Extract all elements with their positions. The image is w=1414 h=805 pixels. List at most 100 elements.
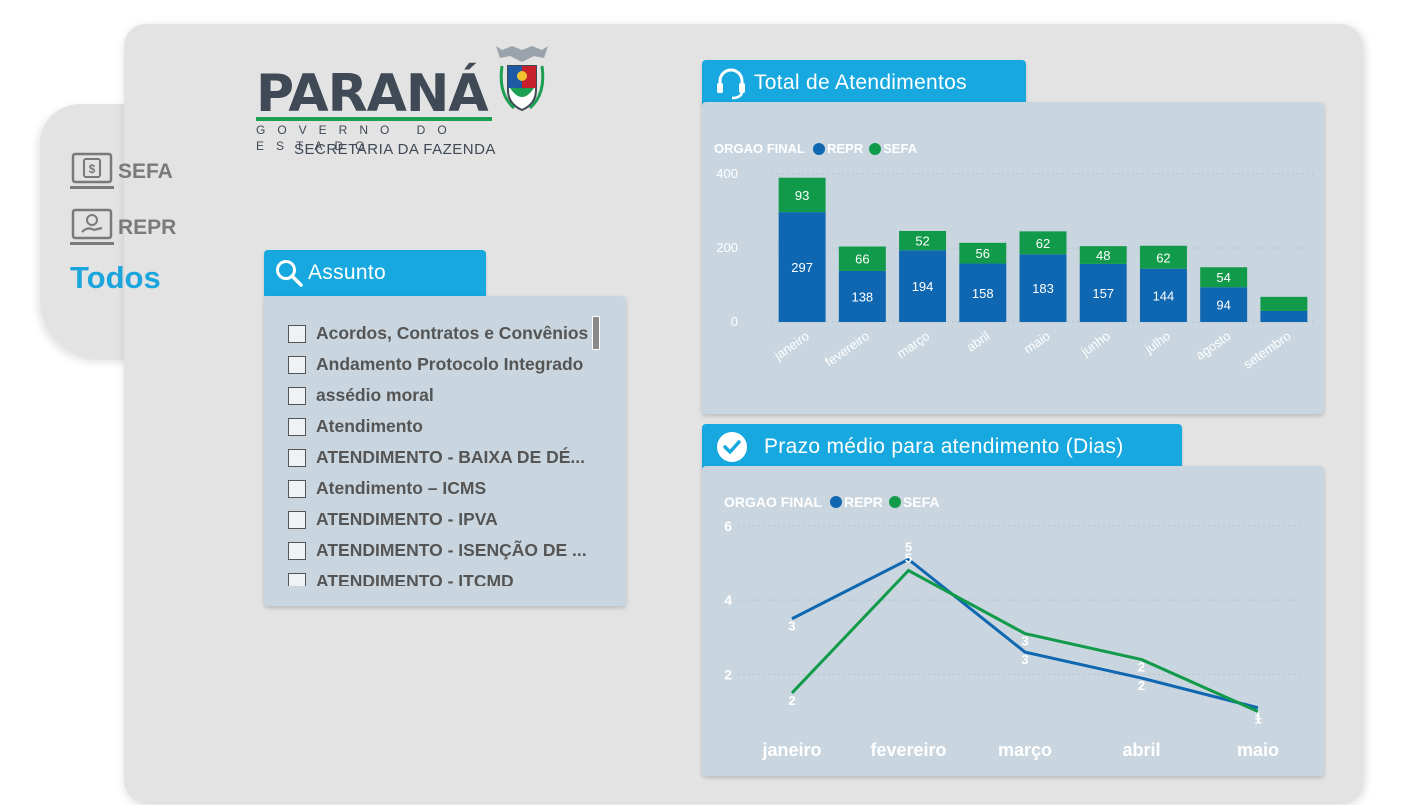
bar-sefa [1260, 296, 1308, 311]
checkbox[interactable] [288, 448, 306, 467]
bar-sefa [1079, 246, 1127, 264]
x-tick-label: fevereiro [870, 740, 946, 760]
slicer-item[interactable]: assédio moral [288, 380, 602, 411]
x-tick-label: abril [964, 328, 993, 354]
point-label-repr: 2 [1138, 678, 1145, 693]
search-icon [276, 260, 303, 287]
prazo-title: Prazo médio para atendimento (Dias) [764, 435, 1124, 458]
bar-repr-label: 158 [972, 286, 994, 301]
point-label-repr: 5 [905, 539, 912, 554]
atendimentos-title: Total de Atendimentos [754, 71, 967, 94]
checkbox[interactable] [288, 479, 306, 498]
nav-repr-button[interactable]: REPR [70, 208, 176, 248]
slicer-item[interactable]: Andamento Protocolo Integrado [288, 349, 602, 380]
checkbox[interactable] [288, 355, 306, 374]
bar-sefa-label: 93 [795, 188, 809, 203]
point-label-sefa: 3 [1021, 634, 1028, 649]
slicer-item-label: Atendimento – ICMS [316, 478, 487, 498]
bar-sefa-label: 56 [976, 246, 990, 261]
bar-sefa-label: 48 [1096, 248, 1110, 263]
slicer-item-label: ATENDIMENTO - IPVA [316, 509, 498, 529]
legend-sefa-dot [869, 142, 882, 155]
atendimentos-header: Total de Atendimentos [702, 60, 1026, 106]
slicer-item-label: Andamento Protocolo Integrado [316, 354, 584, 374]
legend-repr-label: REPR [827, 141, 864, 156]
y-tick-label: 0 [731, 314, 738, 329]
y-tick-label: 200 [716, 240, 738, 255]
bar-sefa-label: 52 [915, 234, 929, 249]
slicer-scrollbar[interactable] [592, 316, 600, 350]
x-tick-label: agosto [1193, 328, 1234, 363]
point-label-repr: 1 [1254, 708, 1261, 723]
slicer-item[interactable]: ATENDIMENTO - BAIXA DE DÉ... [288, 442, 602, 473]
slicer-item-label: ATENDIMENTO - BAIXA DE DÉ... [316, 447, 585, 467]
slicer-item[interactable]: ATENDIMENTO - IPVA [288, 504, 602, 535]
slicer-item[interactable]: Acordos, Contratos e Convênios [288, 318, 602, 349]
headset-icon [717, 68, 745, 100]
prazo-legend: ORGAO FINAL REPR SEFA [724, 494, 939, 510]
slicer-item-label: ATENDIMENTO - ISENÇÃO DE ... [316, 540, 587, 560]
check-circle-icon [717, 432, 747, 462]
prazo-legend-repr-dot [830, 496, 842, 508]
y-tick-label: 2 [724, 666, 732, 682]
hand-money-laptop-icon [70, 208, 114, 245]
slicer-item-label: assédio moral [316, 385, 434, 405]
checkbox[interactable] [288, 541, 306, 560]
slicer-item-label: Atendimento [316, 416, 423, 436]
prazo-card [702, 466, 1324, 776]
bar-repr-label: 138 [851, 289, 873, 304]
bar-sefa [778, 177, 826, 213]
prazo-header: Prazo médio para atendimento (Dias) [702, 424, 1182, 470]
nav-sefa-button[interactable]: $ SEFA [70, 152, 173, 192]
checkbox[interactable] [288, 417, 306, 436]
point-label-sefa: 2 [1138, 660, 1145, 675]
logo-department: SECRETARIA DA FAZENDA [294, 141, 496, 158]
bar-repr [899, 250, 947, 322]
bar-repr-label: 297 [791, 260, 813, 275]
x-tick-label: janeiro [770, 328, 811, 363]
bar-repr-label: 183 [1032, 281, 1054, 296]
bar-repr-label: 194 [912, 279, 934, 294]
x-tick-label: setembro [1241, 328, 1294, 371]
x-tick-label: janeiro [761, 740, 821, 760]
slicer-item-label: Acordos, Contratos e Convênios [316, 323, 589, 343]
assunto-list[interactable]: Acordos, Contratos e Convênios Andamento … [288, 318, 602, 586]
slicer-item[interactable]: Atendimento – ICMS [288, 473, 602, 504]
bar-sefa [838, 246, 886, 271]
bar-sefa [1200, 267, 1248, 288]
slicer-item[interactable]: ATENDIMENTO - ISENÇÃO DE ... [288, 535, 602, 566]
nav-todos-label: Todos [70, 260, 161, 295]
point-label-repr: 3 [788, 619, 795, 634]
x-tick-label: junho [1077, 328, 1112, 359]
money-laptop-icon: $ [70, 152, 114, 189]
bar-repr [1200, 287, 1248, 322]
slicer-item[interactable]: Atendimento [288, 411, 602, 442]
side-tab [40, 104, 140, 360]
y-tick-label: 6 [724, 518, 732, 534]
x-tick-label: maio [1021, 328, 1053, 356]
assunto-header: Assunto [264, 250, 486, 296]
checkbox[interactable] [288, 324, 306, 343]
x-tick-label: maio [1237, 740, 1279, 760]
bar-sefa [1139, 245, 1187, 269]
assunto-slicer-card [264, 296, 626, 606]
slicer-item-label: ATENDIMENTO - ITCMD [316, 571, 514, 586]
nav-sefa-label: SEFA [118, 160, 173, 183]
nav-todos-button[interactable]: Todos [70, 260, 161, 296]
checkbox[interactable] [288, 510, 306, 529]
checkbox[interactable] [288, 386, 306, 405]
point-label-sefa: 2 [788, 693, 795, 708]
bar-repr-label: 94 [1216, 298, 1230, 313]
bar-repr [838, 270, 886, 322]
slicer-item[interactable]: ATENDIMENTO - ITCMD [288, 566, 602, 586]
parana-logo: PARANÁ GOVERNO DO ESTADO SECRETARIA DA F… [256, 44, 556, 164]
coat-of-arms-icon [496, 46, 548, 112]
x-tick-label: abril [1122, 740, 1160, 760]
line-repr [791, 557, 1259, 710]
checkbox[interactable] [288, 572, 306, 586]
x-tick-label: março [998, 740, 1052, 760]
line-sefa [790, 568, 1259, 713]
bar-repr [1139, 268, 1187, 322]
